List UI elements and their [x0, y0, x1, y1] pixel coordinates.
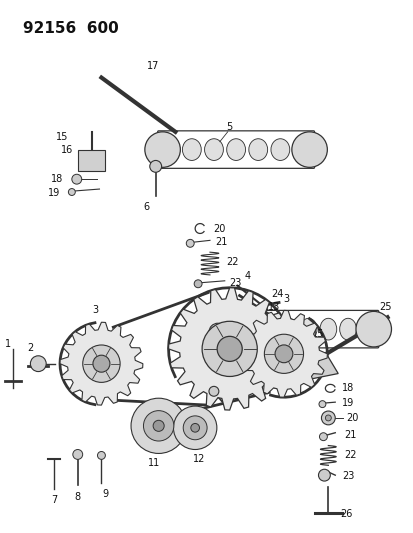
Text: 8: 8 [74, 492, 81, 502]
Text: 21: 21 [215, 237, 228, 247]
Circle shape [264, 334, 303, 374]
Ellipse shape [299, 318, 316, 340]
Text: 24: 24 [270, 289, 282, 298]
Circle shape [194, 280, 202, 288]
Text: 20: 20 [345, 413, 357, 423]
Circle shape [209, 323, 226, 341]
Circle shape [206, 311, 241, 347]
Circle shape [173, 406, 216, 449]
Text: 20: 20 [213, 223, 225, 233]
Text: 22: 22 [343, 450, 356, 461]
Text: 23: 23 [341, 471, 354, 481]
Text: 12: 12 [192, 454, 205, 464]
Ellipse shape [226, 139, 245, 160]
Text: 11: 11 [147, 458, 159, 469]
Circle shape [202, 321, 256, 376]
Text: 14: 14 [195, 339, 208, 349]
Ellipse shape [160, 139, 179, 160]
Circle shape [209, 386, 218, 396]
Text: 4: 4 [244, 271, 250, 281]
Text: 3: 3 [92, 305, 98, 316]
Circle shape [97, 451, 105, 459]
Text: 6: 6 [143, 202, 150, 212]
Circle shape [355, 311, 391, 347]
Text: 15: 15 [56, 132, 68, 142]
Text: 26: 26 [339, 508, 351, 519]
Circle shape [68, 189, 75, 196]
Ellipse shape [339, 318, 356, 340]
Circle shape [83, 345, 120, 382]
Polygon shape [293, 354, 337, 381]
Circle shape [93, 355, 110, 372]
Ellipse shape [292, 139, 311, 160]
Ellipse shape [319, 318, 336, 340]
Text: 92156  600: 92156 600 [22, 21, 118, 36]
Polygon shape [168, 288, 290, 410]
Circle shape [131, 398, 186, 454]
Ellipse shape [221, 318, 237, 340]
Text: 18: 18 [51, 174, 63, 184]
Circle shape [145, 132, 180, 167]
Circle shape [30, 356, 46, 372]
Text: 16: 16 [61, 144, 73, 155]
Ellipse shape [248, 139, 267, 160]
Circle shape [325, 415, 330, 421]
Circle shape [318, 469, 330, 481]
Polygon shape [60, 322, 142, 405]
Text: 22: 22 [226, 257, 238, 267]
Polygon shape [78, 150, 105, 171]
Text: 3: 3 [282, 294, 288, 304]
Ellipse shape [182, 139, 201, 160]
Circle shape [73, 449, 83, 459]
Ellipse shape [358, 318, 375, 340]
Text: 25: 25 [378, 302, 391, 312]
Ellipse shape [240, 318, 257, 340]
Text: 19: 19 [48, 188, 60, 198]
Text: 18: 18 [341, 383, 354, 393]
Text: 9: 9 [102, 489, 108, 499]
Text: 2: 2 [27, 343, 33, 353]
Text: 5: 5 [226, 122, 232, 132]
Circle shape [183, 416, 206, 440]
Circle shape [318, 401, 325, 408]
Text: 19: 19 [341, 398, 354, 408]
Text: 21: 21 [343, 430, 355, 440]
Circle shape [72, 174, 81, 184]
Ellipse shape [260, 318, 277, 340]
Polygon shape [240, 310, 327, 397]
Ellipse shape [280, 318, 297, 340]
Circle shape [190, 423, 199, 432]
Text: 23: 23 [229, 278, 241, 288]
Circle shape [153, 421, 164, 431]
Text: 17: 17 [146, 61, 159, 71]
Circle shape [291, 132, 327, 167]
Circle shape [320, 411, 335, 425]
Circle shape [186, 239, 194, 247]
Circle shape [217, 336, 242, 361]
Ellipse shape [270, 139, 289, 160]
Text: 15: 15 [311, 329, 324, 339]
Text: 10: 10 [223, 383, 235, 393]
Text: 1: 1 [5, 339, 11, 349]
Text: 16: 16 [276, 364, 288, 374]
Circle shape [150, 160, 161, 172]
Ellipse shape [204, 139, 223, 160]
Circle shape [274, 345, 292, 363]
Circle shape [143, 410, 173, 441]
Circle shape [319, 433, 327, 441]
Text: 7: 7 [51, 495, 57, 505]
Text: 13: 13 [267, 302, 280, 312]
